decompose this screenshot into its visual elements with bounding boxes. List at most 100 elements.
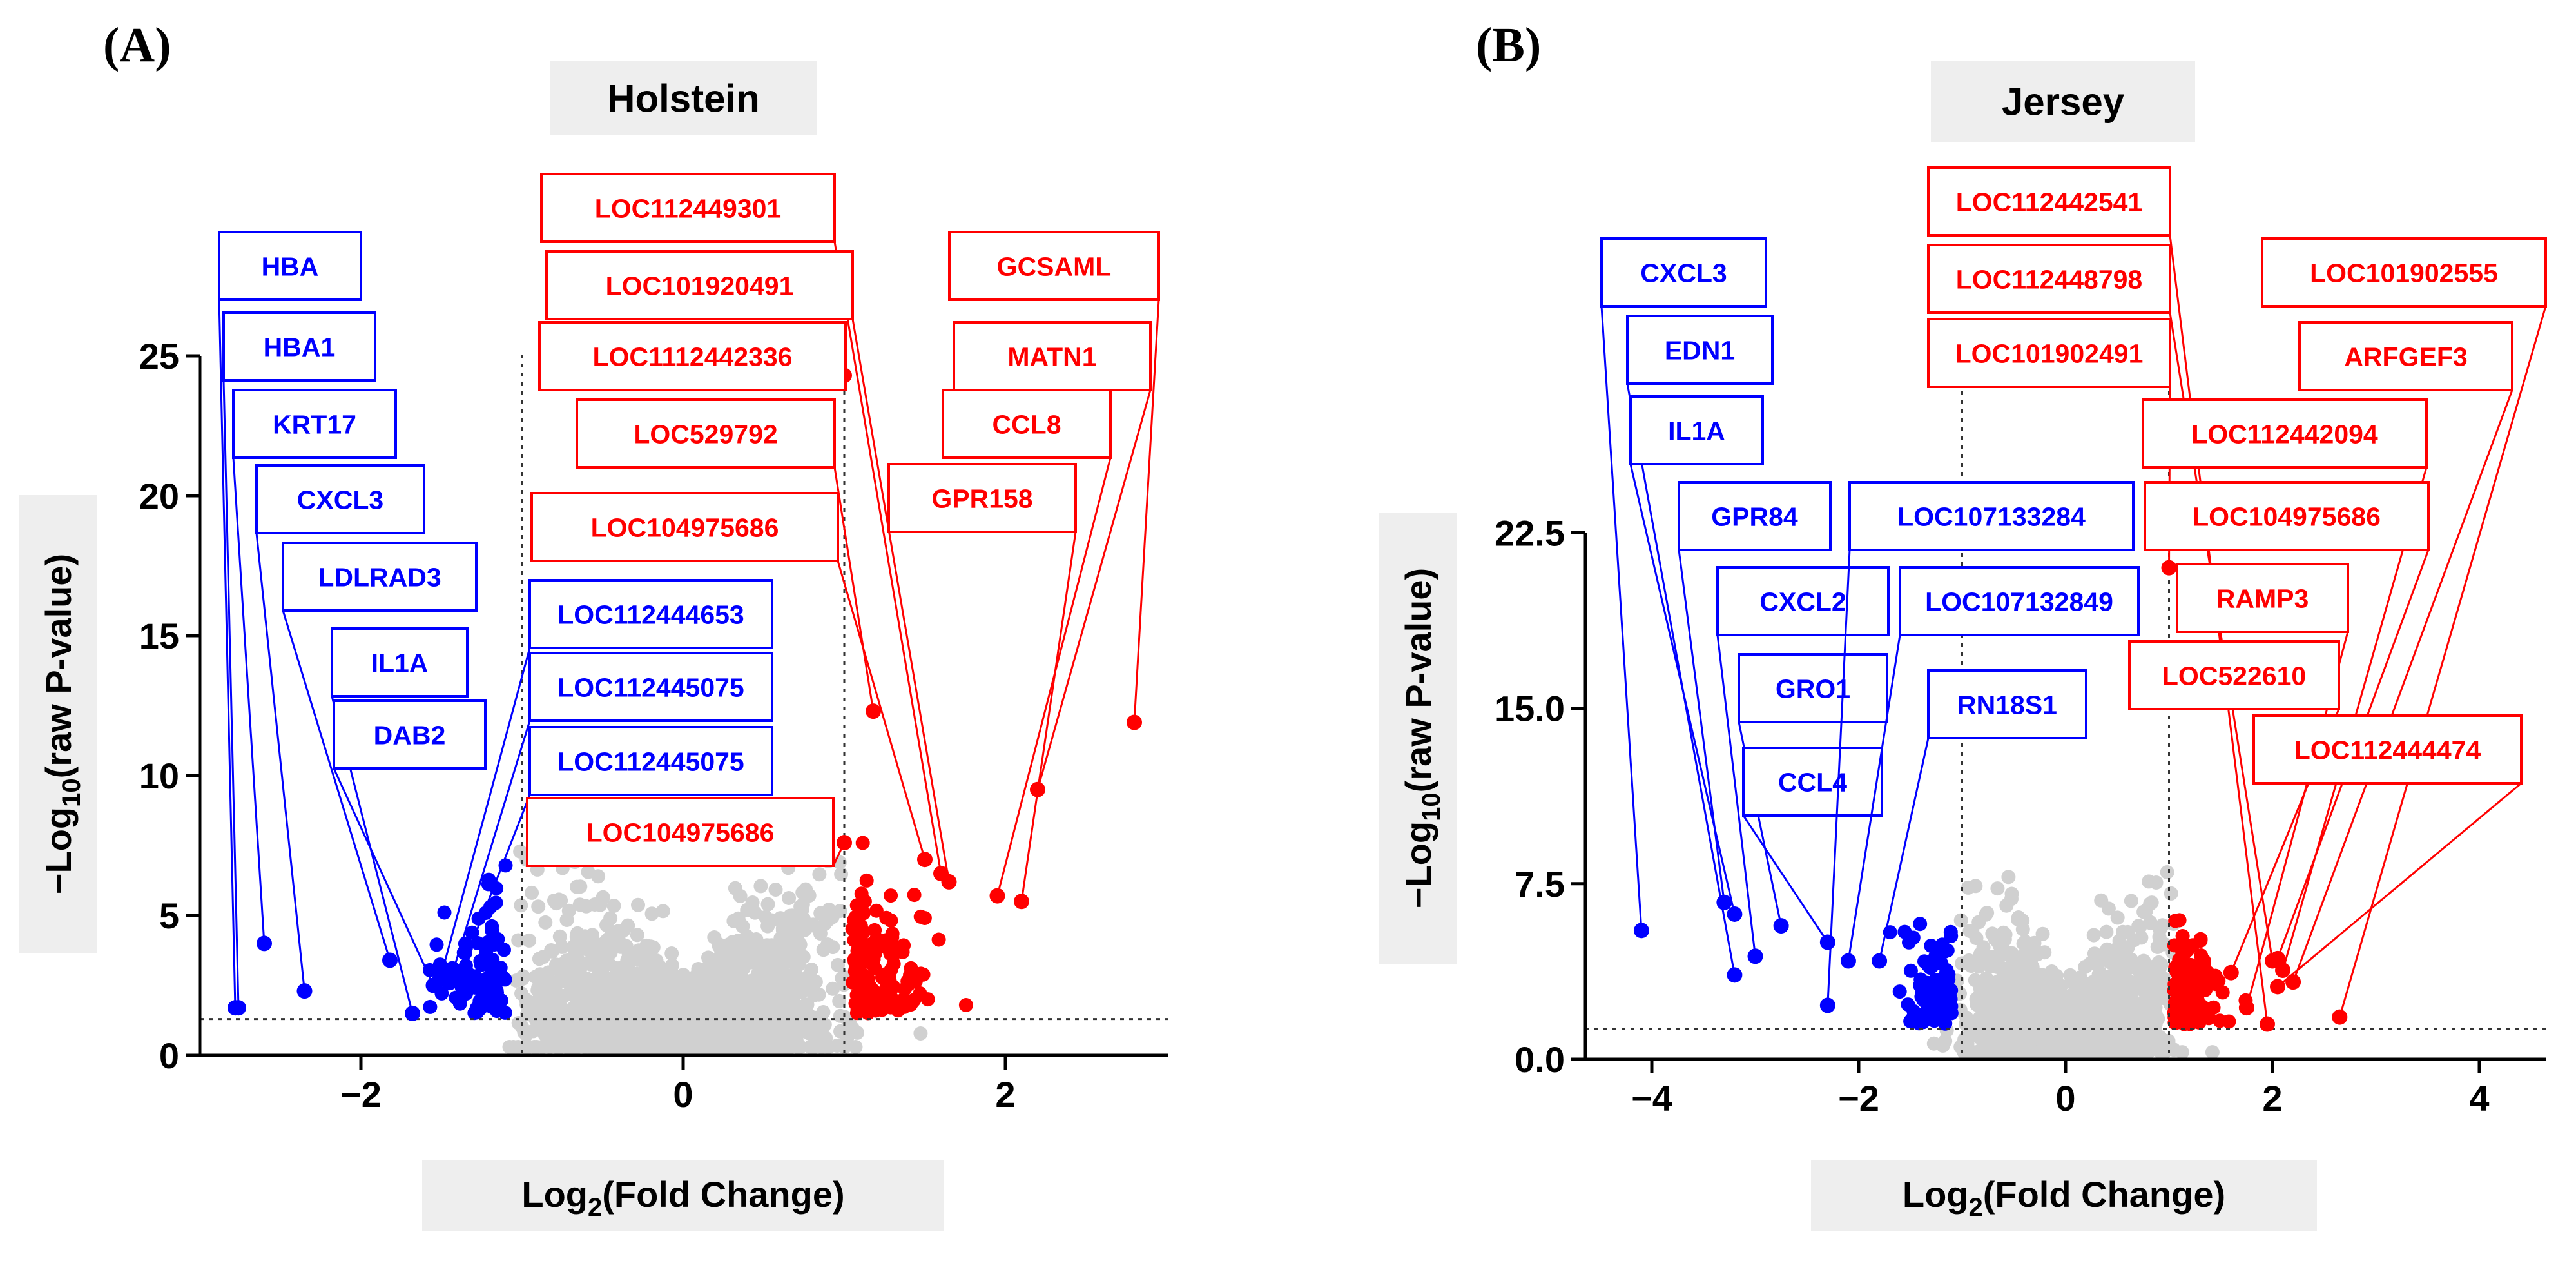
ns-gene-point: [533, 967, 548, 982]
ns-gene-point: [848, 1040, 863, 1054]
ns-gene-point: [579, 899, 594, 914]
ns-gene-point: [670, 992, 685, 1007]
ns-gene-point: [563, 1040, 577, 1054]
ns-gene-point: [2099, 924, 2114, 939]
ns-gene-point: [655, 904, 670, 919]
gene-label: LOC104975686: [586, 818, 775, 848]
up-gene-point: [913, 909, 928, 924]
ns-gene-point: [654, 1024, 668, 1039]
ns-gene-cloud: [502, 811, 928, 1054]
ns-gene-point: [592, 991, 606, 1006]
y-axis-title-box: [19, 495, 97, 953]
ns-gene-point: [741, 999, 755, 1013]
ns-gene-point: [708, 986, 722, 1001]
gene-label: LOC112449301: [595, 194, 782, 224]
up-gene-point: [859, 873, 874, 888]
ns-gene-point: [834, 866, 849, 881]
leader-line: [232, 457, 266, 944]
x-tick-label: 0: [673, 1074, 693, 1115]
ns-gene-point: [618, 1040, 633, 1054]
gene-label-box: [530, 492, 839, 562]
ns-gene-point: [766, 941, 781, 956]
gene-label-box: [948, 231, 1160, 301]
panel-letter: (B): [1476, 18, 1541, 72]
ns-gene-point: [1972, 998, 1987, 1013]
ns-gene-point: [789, 937, 804, 952]
down-gene-point: [429, 937, 444, 952]
ns-gene-point: [552, 929, 567, 944]
labeled-gene-point: [989, 888, 1005, 904]
ns-gene-point: [804, 1021, 818, 1035]
ns-gene-point: [2024, 949, 2039, 964]
ns-gene-point: [687, 1035, 702, 1050]
ns-gene-point: [599, 1033, 614, 1048]
ns-gene-point: [514, 898, 528, 913]
ns-gene-point: [760, 919, 775, 934]
ns-gene-point: [511, 1016, 526, 1030]
gene-label: GCSAML: [997, 252, 1112, 282]
down-gene-point: [423, 963, 437, 977]
ns-gene-point: [615, 960, 630, 975]
gene-label-box: [528, 579, 773, 649]
ns-gene-point: [549, 896, 564, 911]
down-gene-point: [481, 877, 496, 892]
labeled-gene-point: [405, 1005, 420, 1021]
ns-gene-point: [681, 972, 695, 986]
y-tick-label: 0: [159, 1035, 179, 1076]
ns-gene-point: [811, 987, 826, 1002]
ns-gene-point: [768, 883, 783, 897]
y-tick-label: 5: [159, 895, 179, 936]
gene-label: LOC112444653: [557, 600, 744, 630]
x-axis-title-box: [422, 1160, 944, 1231]
down-gene-point: [484, 955, 499, 970]
gene-label-box: [887, 463, 1077, 533]
labeled-gene-point: [257, 935, 272, 952]
down-gene-point: [485, 919, 499, 934]
ns-gene-point: [778, 995, 793, 1009]
ns-gene-point: [2035, 926, 2050, 941]
ns-gene-point: [596, 1005, 611, 1020]
ns-gene-point: [684, 1014, 699, 1029]
ns-gene-point: [783, 981, 798, 995]
y-tick-label: 10: [139, 756, 179, 796]
ns-gene-point: [530, 983, 545, 998]
ns-gene-cloud: [1926, 865, 2220, 1060]
down-gene-point: [423, 999, 438, 1014]
gene-label-box: [526, 797, 835, 867]
ns-gene-point: [760, 897, 775, 912]
gene-label: LOC104975686: [591, 513, 779, 543]
ns-gene-point: [2110, 910, 2125, 925]
gene-label-box: [232, 389, 397, 459]
ns-gene-point: [566, 977, 581, 992]
ns-gene-point: [698, 1027, 713, 1042]
up-gene-point: [854, 886, 869, 901]
ns-gene-point: [713, 1033, 728, 1048]
ns-gene-point: [544, 943, 559, 957]
y-tick-label: 15: [139, 616, 179, 656]
leader-line: [1036, 389, 1152, 790]
labeled-gene-point: [382, 952, 398, 968]
labeled-gene-point: [1127, 714, 1142, 730]
ns-gene-point: [765, 1002, 780, 1017]
ns-gene-point: [519, 992, 534, 1007]
ns-gene-point: [788, 1019, 802, 1034]
down-gene-point: [489, 935, 503, 950]
ns-gene-point: [652, 1001, 666, 1015]
gene-label: KRT17: [273, 410, 356, 440]
down-gene-point: [437, 905, 452, 920]
ns-gene-point: [786, 955, 800, 970]
gene-label: IL1A: [371, 649, 429, 678]
chart-title: Jersey: [2002, 81, 2125, 124]
ns-gene-point: [2205, 1045, 2220, 1060]
chart-title-box: [550, 61, 817, 135]
up-gene-point: [878, 933, 893, 948]
ns-gene-point: [734, 944, 748, 959]
ns-gene-point: [502, 1040, 517, 1054]
ns-gene-point: [782, 1039, 797, 1054]
chart-title: Holstein: [607, 77, 760, 121]
down-gene-point: [473, 1002, 487, 1016]
x-tick-label: 2: [995, 1074, 1015, 1115]
ns-gene-point: [643, 939, 658, 954]
